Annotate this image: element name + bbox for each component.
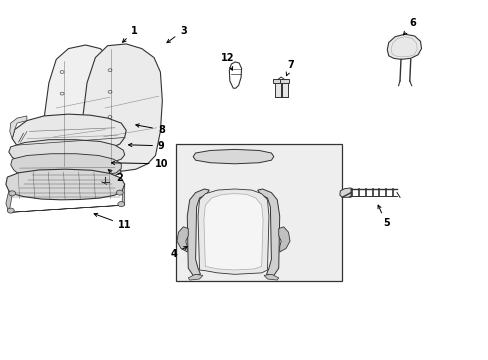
Polygon shape [41, 45, 116, 172]
Polygon shape [6, 169, 124, 200]
Polygon shape [81, 44, 162, 171]
Polygon shape [339, 188, 350, 197]
Text: 4: 4 [170, 247, 187, 259]
Text: 8: 8 [136, 124, 164, 135]
Bar [280, 79, 288, 83]
Polygon shape [90, 165, 121, 177]
Circle shape [9, 191, 16, 196]
Bar [273, 79, 282, 83]
Polygon shape [386, 34, 421, 59]
Polygon shape [10, 116, 27, 139]
Text: 3: 3 [166, 26, 186, 43]
Polygon shape [203, 194, 263, 270]
Text: 1: 1 [122, 26, 138, 42]
Bar [274, 82, 280, 97]
Polygon shape [11, 154, 121, 178]
Polygon shape [188, 274, 203, 280]
Bar [176, 144, 342, 281]
Polygon shape [198, 189, 268, 274]
Polygon shape [6, 191, 12, 212]
Polygon shape [257, 189, 279, 275]
Circle shape [118, 202, 124, 207]
Text: 2: 2 [108, 170, 123, 183]
Polygon shape [264, 274, 278, 280]
Text: 11: 11 [94, 213, 131, 230]
Polygon shape [12, 114, 126, 154]
Text: 6: 6 [403, 18, 416, 35]
Polygon shape [278, 227, 289, 252]
Text: 10: 10 [111, 159, 168, 169]
Polygon shape [193, 149, 273, 164]
Polygon shape [9, 184, 124, 212]
Text: 12: 12 [220, 53, 234, 70]
Text: 5: 5 [377, 205, 389, 228]
Text: 7: 7 [285, 60, 294, 76]
Polygon shape [9, 140, 124, 166]
Circle shape [116, 190, 123, 195]
Circle shape [7, 208, 14, 213]
Bar [281, 82, 287, 97]
Text: 9: 9 [128, 141, 164, 151]
Polygon shape [177, 227, 188, 252]
Polygon shape [187, 189, 209, 275]
